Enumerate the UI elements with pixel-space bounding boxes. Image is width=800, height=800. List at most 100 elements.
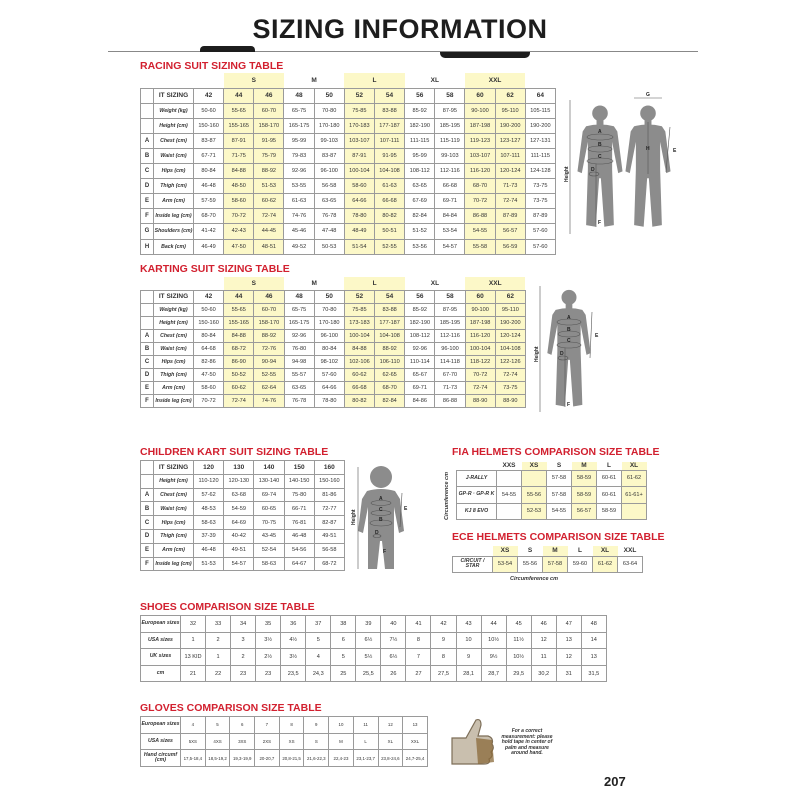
size-column-header: 130 — [223, 460, 255, 475]
table-row: A Chest (cm) 80-84 84-88 88-92 92-96 96-100 100… — [140, 328, 526, 343]
size-group-label — [525, 73, 555, 88]
table-cell: 60-61 — [596, 486, 622, 504]
table-cell: 60-61 — [596, 469, 622, 487]
gloves-title: GLOVES COMPARISON SIZE TABLE — [140, 702, 322, 714]
measure-label: Height (cm) — [153, 315, 194, 330]
table-cell: 111-115 — [524, 147, 556, 165]
measure-label: Waist (cm) — [153, 501, 194, 517]
table-cell: 52-53 — [521, 502, 547, 520]
table-cell: 65-67 — [404, 367, 436, 382]
table-cell: 88-92 — [374, 341, 406, 356]
fia-title: FIA HELMETS COMPARISON SIZE TABLE — [452, 446, 660, 458]
table-cell: 7 — [405, 648, 432, 666]
table-cell: 37 — [305, 615, 332, 633]
table-cell: 65-75 — [283, 302, 315, 317]
table-cell: 78-80 — [313, 393, 345, 408]
table-cell: 2½ — [255, 648, 282, 666]
measure-letter: E — [140, 193, 154, 210]
table-cell: 82-86 — [192, 354, 225, 369]
size-column-header: 150 — [283, 460, 315, 475]
table-row: E Arm (cm) 46-48 49-51 52-54 54-56 56-58 — [140, 542, 345, 558]
table-cell: 41 — [405, 615, 432, 633]
decorative-tab — [440, 52, 530, 58]
label-b: B — [379, 517, 383, 523]
measure-letter: E — [140, 542, 154, 558]
table-cell: 55-57 — [283, 367, 315, 382]
table-cell: 104-108 — [374, 328, 406, 343]
table-cell: 58-59 — [571, 469, 597, 487]
empty-cell — [140, 289, 154, 304]
size-column-header: 48 — [283, 289, 315, 304]
table-cell: 83-88 — [374, 302, 406, 317]
measure-letter: D — [140, 178, 154, 195]
shoes-size-table: European sizes 32 33 34 35 36 37 38 39 40 41 42 43 44… — [140, 615, 607, 683]
table-cell: 108-112 — [404, 328, 436, 343]
row-label: Hand circumf (cm) — [140, 749, 181, 768]
table-cell: 3XS — [229, 732, 256, 751]
table-row: European sizes 4 5 6 7 8 9 10 11 12 13 — [140, 716, 428, 734]
table-cell: 150-160 — [313, 473, 345, 489]
table-cell: 76-81 — [283, 515, 315, 530]
table-cell: 54-55 — [496, 486, 522, 504]
table-cell: 13 — [402, 716, 428, 734]
table-cell: 53-55 — [283, 178, 315, 195]
size-group-label: S — [223, 277, 285, 290]
size-group-label — [194, 73, 224, 88]
table-cell: 68-72 — [223, 341, 255, 356]
table-cell: 23 — [255, 664, 282, 683]
measure-letter: F — [140, 393, 154, 408]
table-cell — [521, 469, 547, 487]
table-cell: 116-120 — [464, 328, 496, 343]
table-row: E Arm (cm) 57-59 58-60 60-62 61-63 63-65 64-66 6… — [140, 193, 556, 210]
size-column-header: 42 — [192, 289, 225, 304]
table-cell: 3½ — [280, 648, 307, 666]
size-column-header: XXS — [502, 462, 516, 470]
table-cell: 12 — [377, 716, 404, 734]
size-group-label: S — [223, 73, 284, 89]
table-cell: 64-69 — [223, 515, 255, 530]
table-cell: 4XS — [204, 732, 231, 751]
table-cell: 58-60 — [223, 193, 255, 210]
table-cell: 1 — [205, 648, 232, 666]
table-cell: 84-88 — [223, 163, 255, 180]
table-cell: 86-90 — [223, 354, 255, 369]
label-height: Height — [534, 346, 540, 362]
table-cell: 69-71 — [404, 380, 436, 395]
measure-label: Thigh (cm) — [153, 367, 194, 382]
it-sizing-label: IT SIZING — [153, 289, 194, 304]
table-cell: 120-124 — [494, 328, 526, 343]
table-cell: 99-103 — [313, 132, 345, 149]
table-cell: 88-92 — [253, 328, 285, 343]
size-column-header: 62 — [494, 87, 526, 104]
empty-cell — [140, 460, 154, 475]
label-f: F — [383, 549, 386, 555]
table-cell: 51-52 — [404, 223, 436, 240]
table-cell: 155-165 — [223, 117, 255, 134]
table-row: GP-R · GP-R K 54-55 55-56 57-58 58-59 60-61 61… — [456, 486, 647, 504]
table-cell: 75-79 — [253, 147, 285, 165]
measure-letter: F — [140, 556, 154, 572]
table-cell: 84-84 — [434, 208, 466, 225]
table-cell: 8 — [278, 716, 305, 734]
table-row: IT SIZING 120 130 140 150 160 — [140, 460, 345, 475]
table-cell: 103-107 — [343, 132, 375, 149]
table-cell: 110-114 — [404, 354, 436, 369]
ece-helmet-table: XS S M L XL XXL CIRCUIT / STAR 53-54 55-56 57-58 5… — [452, 546, 643, 573]
table-cell: 111-115 — [404, 132, 436, 149]
table-cell: 122-126 — [494, 354, 526, 369]
size-group-label: XL — [430, 76, 439, 84]
table-cell: 61-63 — [283, 193, 315, 210]
measure-letter: B — [140, 501, 154, 517]
measure-label: Height (cm) — [153, 117, 194, 134]
table-cell: 114-118 — [434, 354, 466, 369]
table-cell: 95-99 — [404, 147, 436, 165]
table-cell: 57-60 — [524, 238, 556, 255]
table-cell: 27 — [405, 664, 432, 683]
table-cell: 58-60 — [192, 380, 225, 395]
table-cell: 92-96 — [283, 328, 315, 343]
table-cell: 8 — [430, 648, 457, 666]
table-cell: 31,5 — [580, 664, 607, 683]
measure-letter — [140, 302, 154, 317]
table-cell: 47-48 — [313, 223, 345, 240]
table-cell: 21,6-22,3 — [303, 749, 330, 768]
